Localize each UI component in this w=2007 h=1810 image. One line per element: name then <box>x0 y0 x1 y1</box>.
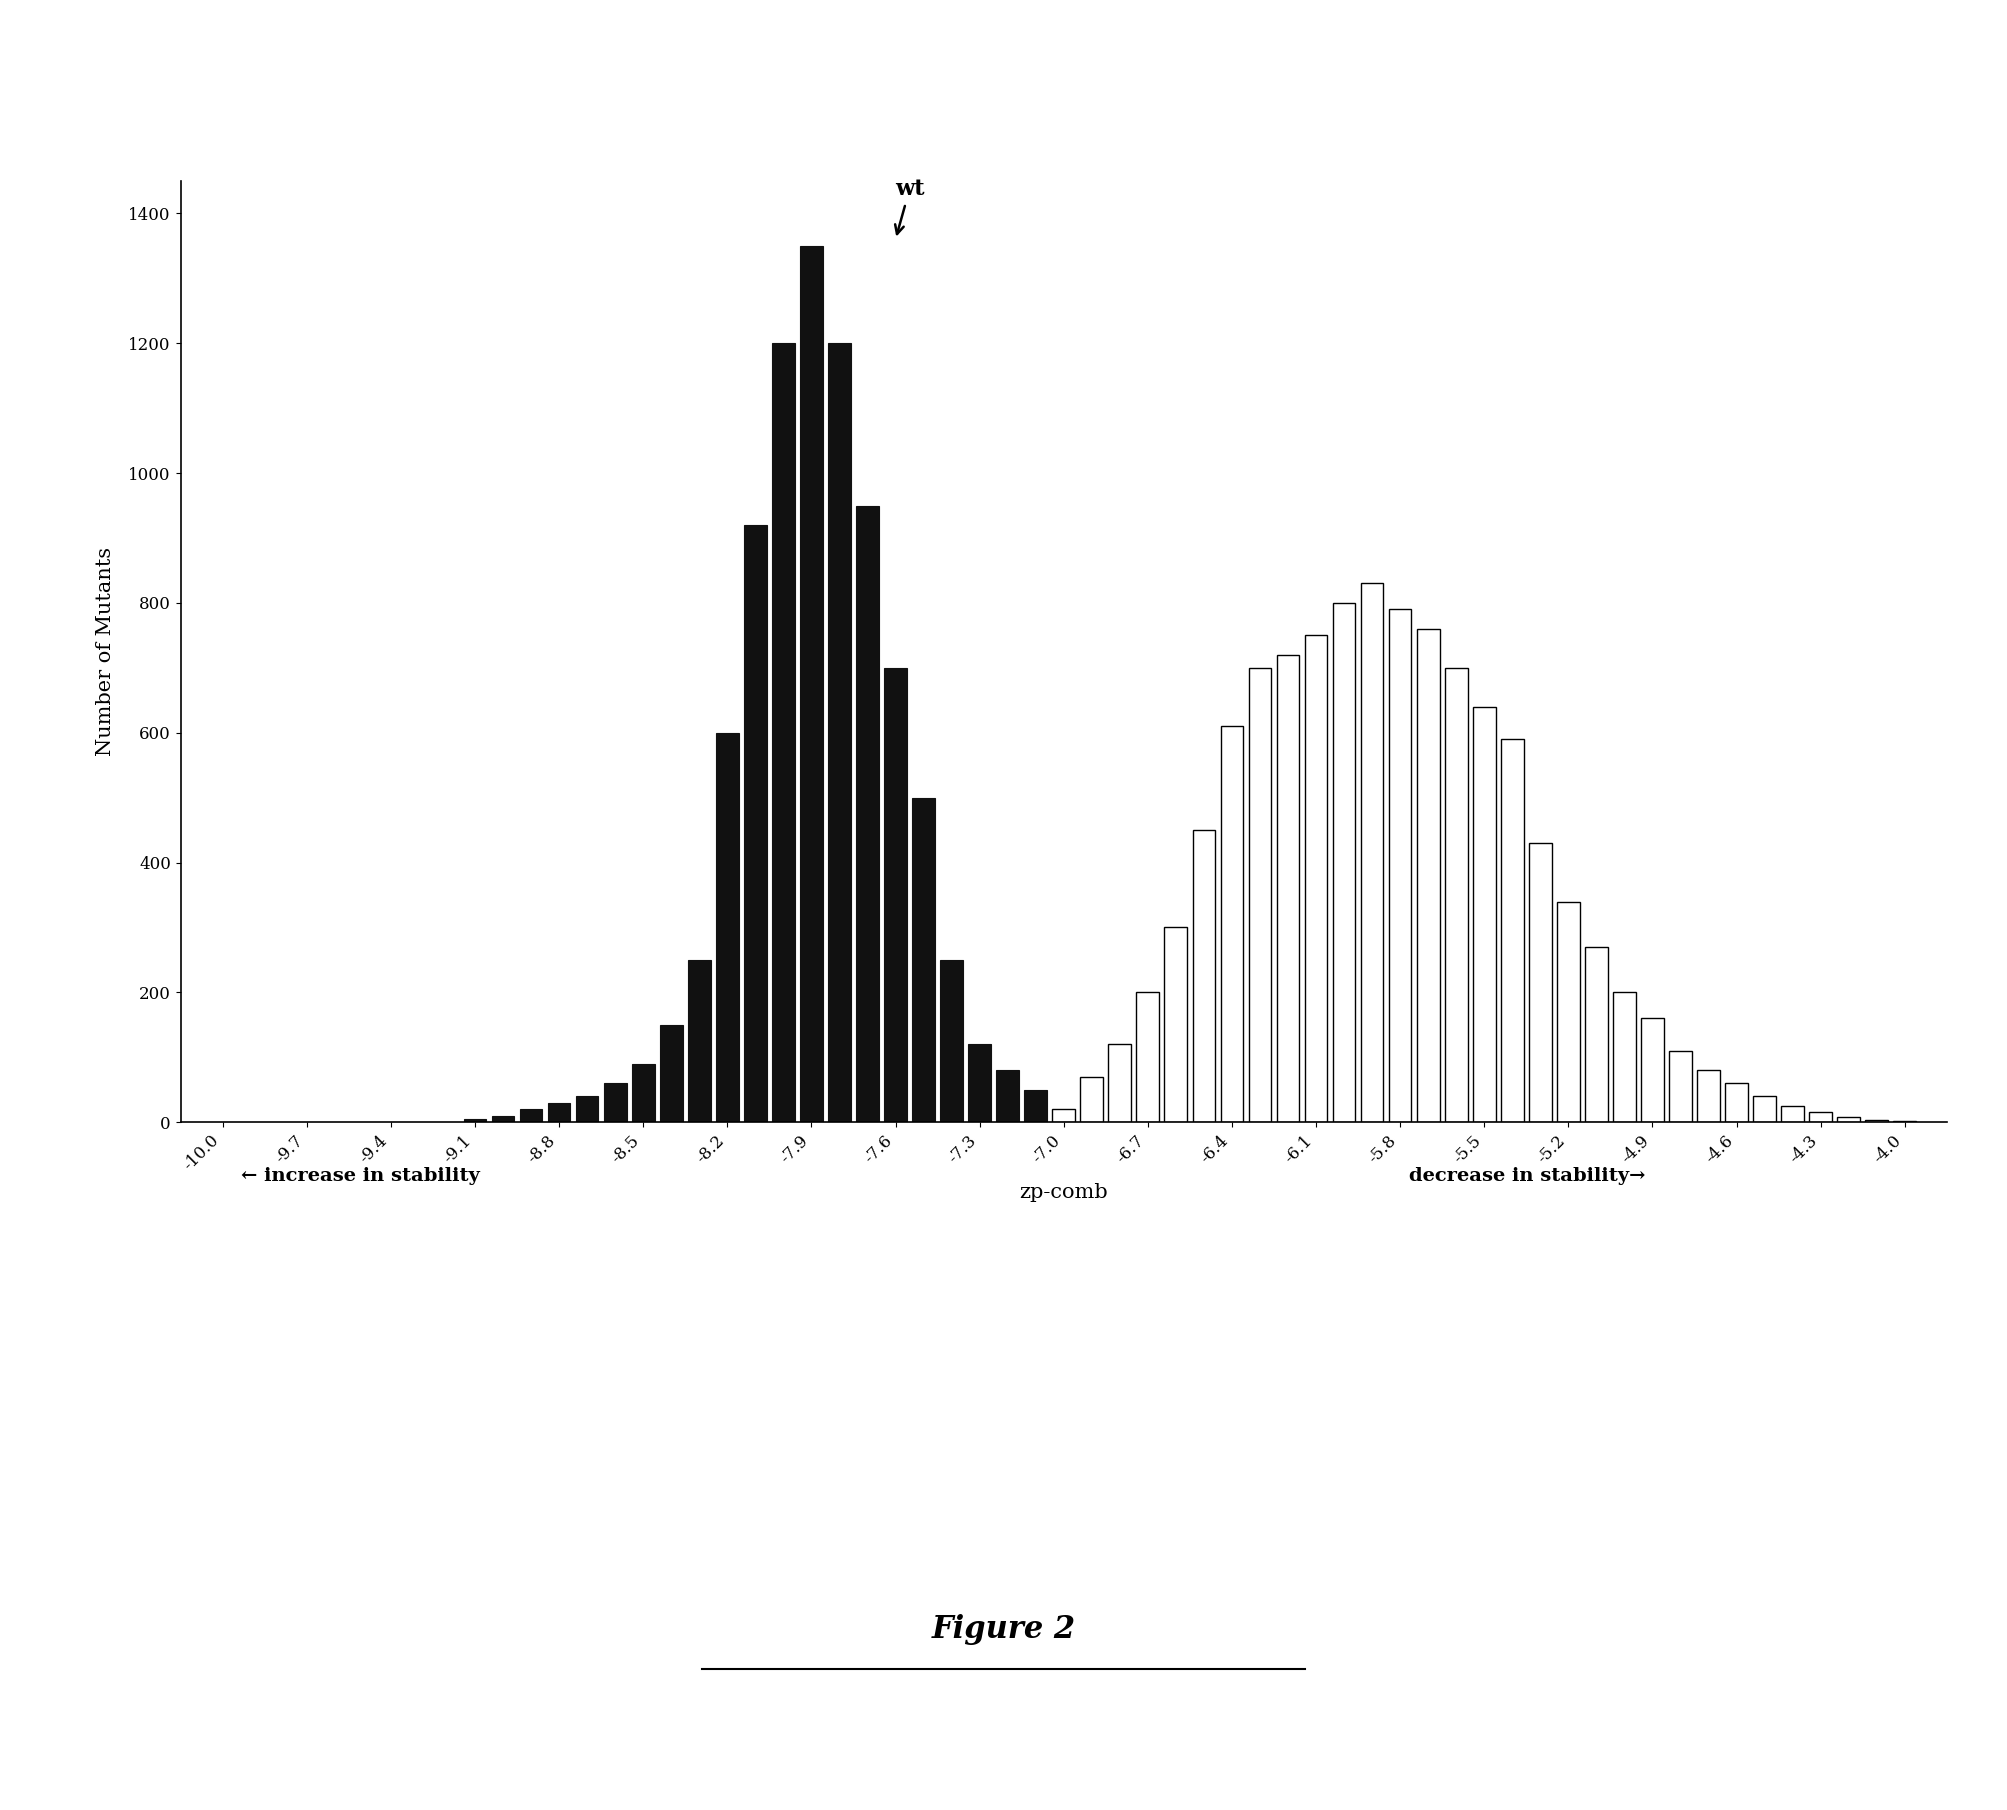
Bar <box>1164 927 1188 1122</box>
Bar <box>1782 1106 1804 1122</box>
Bar <box>576 1097 598 1122</box>
Text: ← increase in stability: ← increase in stability <box>241 1167 480 1186</box>
Bar <box>801 246 823 1122</box>
Bar <box>1445 668 1467 1122</box>
Bar <box>885 668 907 1122</box>
Text: decrease in stability→: decrease in stability→ <box>1409 1167 1646 1186</box>
Text: Figure 2: Figure 2 <box>931 1613 1076 1645</box>
Bar <box>688 959 710 1122</box>
Bar <box>1586 947 1608 1122</box>
Bar <box>1389 610 1411 1122</box>
Bar <box>1473 706 1495 1122</box>
Bar <box>1192 831 1214 1122</box>
Bar <box>1642 1019 1664 1122</box>
Bar <box>1248 668 1270 1122</box>
Bar <box>939 959 963 1122</box>
Bar <box>773 344 795 1122</box>
Bar <box>1557 901 1580 1122</box>
Text: wt: wt <box>895 179 925 233</box>
Y-axis label: Number of Mutants: Number of Mutants <box>96 547 114 757</box>
Bar <box>829 344 851 1122</box>
Bar <box>1136 992 1160 1122</box>
Bar <box>1333 603 1355 1122</box>
Bar <box>995 1070 1020 1122</box>
Bar <box>1108 1044 1132 1122</box>
Bar <box>1865 1120 1889 1122</box>
Bar <box>1698 1070 1720 1122</box>
Bar <box>520 1110 542 1122</box>
Bar <box>1726 1082 1748 1122</box>
X-axis label: zp-comb: zp-comb <box>1020 1182 1108 1202</box>
Bar <box>1529 843 1551 1122</box>
Bar <box>1305 635 1327 1122</box>
Bar <box>1501 738 1523 1122</box>
Bar <box>1361 583 1383 1122</box>
Bar <box>1614 992 1636 1122</box>
Bar <box>548 1102 570 1122</box>
Bar <box>1808 1113 1832 1122</box>
Bar <box>1670 1052 1692 1122</box>
Bar <box>1052 1110 1076 1122</box>
Bar <box>1024 1090 1048 1122</box>
Bar <box>857 505 879 1122</box>
Bar <box>464 1119 486 1122</box>
Bar <box>1754 1097 1776 1122</box>
Bar <box>604 1082 626 1122</box>
Bar <box>1276 655 1299 1122</box>
Bar <box>1417 628 1439 1122</box>
Bar <box>967 1044 991 1122</box>
Bar <box>745 525 767 1122</box>
Bar <box>1220 726 1242 1122</box>
Bar <box>913 798 935 1122</box>
Bar <box>1836 1117 1860 1122</box>
Bar <box>1080 1077 1104 1122</box>
Bar <box>660 1024 682 1122</box>
Bar <box>632 1064 654 1122</box>
Bar <box>716 733 739 1122</box>
Bar <box>492 1115 514 1122</box>
